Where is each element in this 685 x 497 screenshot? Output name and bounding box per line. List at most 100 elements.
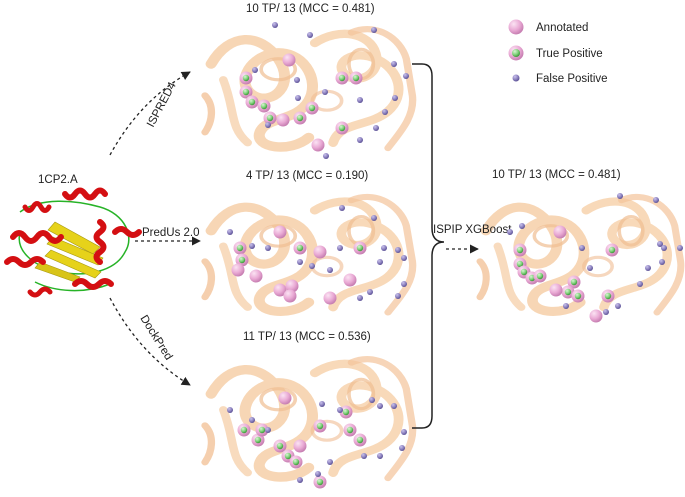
true-positive-core bbox=[242, 88, 250, 96]
true-positive-core bbox=[516, 260, 524, 268]
annotated-sphere bbox=[589, 309, 603, 323]
result-title-ispred4: 10 TP/ 13 (MCC = 0.481) bbox=[246, 3, 375, 15]
protein-id: 1CP2.A bbox=[38, 174, 78, 186]
annotated-sphere bbox=[553, 225, 567, 239]
false-positive-sphere bbox=[391, 61, 397, 67]
false-positive-sphere bbox=[399, 445, 405, 451]
legend-label-false-positive: False Positive bbox=[536, 73, 608, 85]
false-positive-sphere bbox=[309, 263, 315, 269]
false-positive-sphere bbox=[377, 453, 383, 459]
result-title-dockpred: 11 TP/ 13 (MCC = 0.536) bbox=[243, 331, 371, 343]
true-positive-core bbox=[338, 74, 346, 82]
false-positive-sphere bbox=[371, 27, 377, 33]
annotated-sphere bbox=[343, 273, 357, 287]
false-positive-sphere bbox=[323, 153, 329, 159]
false-positive-sphere bbox=[395, 247, 401, 253]
annotated-sphere bbox=[231, 263, 245, 277]
false-positive-sphere bbox=[395, 293, 401, 299]
true-positive-core bbox=[296, 244, 304, 252]
method-label-predus: PredUs 2.0 bbox=[142, 227, 200, 239]
false-positive-sphere bbox=[319, 401, 325, 407]
false-positive-sphere bbox=[361, 453, 367, 459]
method-label-ispred4: ISPRED4 bbox=[145, 80, 179, 130]
false-positive-sphere bbox=[563, 303, 569, 309]
annotated-sphere-icon bbox=[508, 19, 524, 35]
false-positive-sphere bbox=[252, 67, 258, 73]
false-positive-sphere bbox=[373, 125, 379, 131]
false-positive-sphere bbox=[401, 429, 407, 435]
true-positive-core bbox=[292, 458, 300, 466]
true-positive-core bbox=[608, 246, 616, 254]
true-positive-core bbox=[316, 422, 324, 430]
false-positive-sphere bbox=[249, 243, 255, 249]
true-positive-core bbox=[564, 288, 572, 296]
false-positive-sphere bbox=[315, 471, 321, 477]
false-positive-sphere bbox=[327, 267, 333, 273]
result-title-predus: 4 TP/ 13 (MCC = 0.190) bbox=[246, 170, 368, 182]
annotated-sphere bbox=[282, 53, 296, 67]
false-positive-sphere bbox=[265, 122, 271, 128]
legend-label-annotated: Annotated bbox=[536, 22, 588, 34]
legend-item-true-positive: True Positive bbox=[508, 45, 603, 61]
true-positive-core bbox=[352, 74, 360, 82]
result-dockpred: 11 TP/ 13 (MCC = 0.536) bbox=[205, 331, 413, 478]
false-positive-sphere bbox=[391, 403, 397, 409]
annotated-sphere bbox=[278, 391, 292, 405]
false-positive-sphere bbox=[603, 309, 609, 315]
false-positive-sphere bbox=[307, 32, 313, 38]
annotated-sphere bbox=[311, 138, 325, 152]
false-positive-sphere bbox=[227, 407, 233, 413]
true-positive-core bbox=[276, 442, 284, 450]
true-positive-core bbox=[356, 436, 364, 444]
residue-spheres bbox=[227, 22, 683, 489]
legend-item-annotated: Annotated bbox=[508, 19, 588, 35]
true-positive-core bbox=[346, 426, 354, 434]
true-positive-core bbox=[308, 104, 316, 112]
false-positive-sphere bbox=[339, 205, 345, 211]
true-positive-core bbox=[356, 244, 364, 252]
false-positive-sphere bbox=[587, 265, 593, 271]
false-positive-sphere bbox=[357, 295, 363, 301]
false-positive-sphere bbox=[403, 73, 409, 79]
annotated-sphere bbox=[549, 283, 563, 297]
false-positive-sphere bbox=[659, 259, 665, 265]
false-positive-sphere bbox=[579, 245, 585, 251]
false-positive-sphere bbox=[294, 77, 300, 83]
false-positive-sphere bbox=[645, 265, 651, 271]
false-positive-sphere bbox=[357, 137, 363, 143]
false-positive-sphere bbox=[265, 245, 271, 251]
combining-bracket bbox=[412, 63, 445, 429]
false-positive-sphere bbox=[369, 397, 375, 403]
arrow-to-ispred4 bbox=[109, 71, 191, 156]
false-positive-sphere bbox=[377, 403, 383, 409]
false-positive-sphere bbox=[519, 223, 525, 229]
annotated-sphere bbox=[323, 291, 337, 305]
true-positive-core bbox=[516, 246, 524, 254]
annotated-sphere bbox=[313, 245, 327, 259]
annotated-sphere bbox=[293, 439, 307, 453]
true-positive-core bbox=[248, 98, 256, 106]
combiner-label: ISPIP XGBoost bbox=[433, 224, 512, 236]
true-positive-core bbox=[258, 426, 266, 434]
arrow-to-dockpred bbox=[109, 297, 191, 386]
false-positive-sphere bbox=[249, 417, 255, 423]
result-predus: 4 TP/ 13 (MCC = 0.190) bbox=[205, 170, 413, 312]
false-positive-sphere bbox=[507, 229, 513, 235]
false-positive-sphere bbox=[322, 89, 328, 95]
true-positive-core bbox=[604, 292, 612, 300]
false-positive-sphere bbox=[677, 245, 683, 251]
false-positive-sphere bbox=[401, 255, 407, 261]
input-protein-cartoon bbox=[4, 187, 142, 298]
false-positive-sphere bbox=[401, 281, 407, 287]
false-positive-sphere bbox=[367, 289, 373, 295]
false-positive-sphere bbox=[382, 109, 388, 115]
false-positive-sphere bbox=[337, 407, 343, 413]
true-positive-core bbox=[520, 268, 528, 276]
false-positive-sphere bbox=[615, 303, 621, 309]
annotated-sphere bbox=[273, 225, 287, 239]
false-positive-sphere bbox=[265, 427, 271, 433]
legend-label-true-positive: True Positive bbox=[536, 48, 603, 60]
annotated-sphere bbox=[249, 269, 263, 283]
false-positive-sphere bbox=[272, 22, 278, 28]
false-positive-sphere bbox=[637, 281, 643, 287]
